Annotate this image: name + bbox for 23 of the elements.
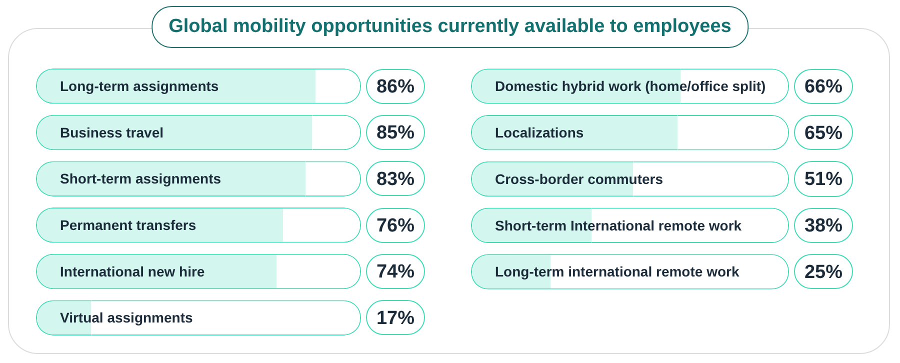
y-tick-label: Virtual assignments: [60, 310, 193, 326]
y-tick-label: Short-term assignments: [60, 170, 222, 187]
data-label: 51%: [804, 169, 843, 190]
y-tick-label: Short-term International remote work: [495, 217, 742, 234]
y-tick-label: Cross-border commuters: [495, 170, 664, 187]
data-label: 76%: [376, 215, 415, 236]
data-label: 85%: [376, 122, 415, 144]
y-tick-label: Long-term assignments: [60, 78, 219, 94]
text: Global mobility opportunities currently available to employees: [152, 6, 748, 48]
data-label: 65%: [804, 122, 843, 144]
y-tick-label: Permanent transfers: [60, 217, 196, 234]
data-label: 25%: [804, 262, 843, 284]
data-label: 74%: [376, 262, 415, 283]
data-label: 86%: [376, 76, 415, 98]
y-tick-label: International new hire: [60, 263, 205, 280]
data-label: 83%: [376, 169, 415, 190]
data-label: 17%: [376, 308, 415, 330]
data-label: 38%: [804, 216, 843, 237]
data-label: 66%: [804, 76, 843, 98]
y-tick-label: Business travel: [60, 124, 164, 140]
y-tick-label: Long-term international remote work: [495, 264, 740, 280]
y-tick-label: Domestic hybrid work (home/office split): [495, 78, 766, 94]
y-tick-label: Localizations: [495, 124, 584, 140]
